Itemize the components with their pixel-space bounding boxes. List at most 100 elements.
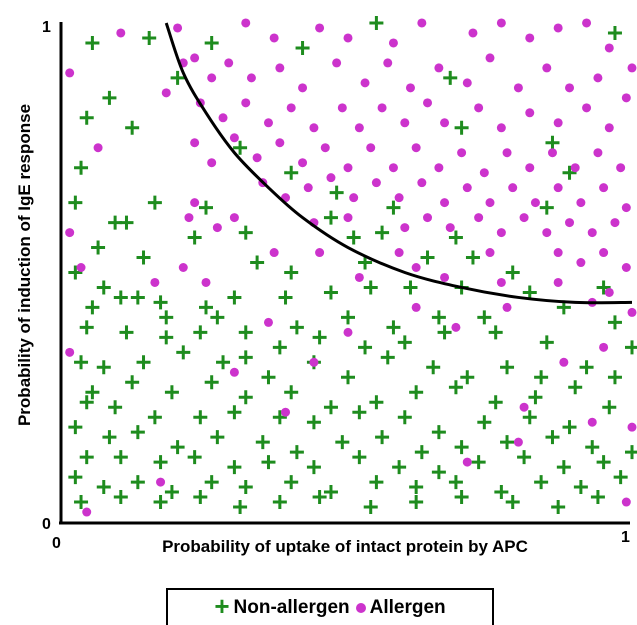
scatter-chart: 1 0 0 1 Probability of uptake of intact … — [15, 15, 637, 556]
allergen-point — [576, 258, 586, 268]
allergen-point — [445, 223, 455, 233]
allergen-point — [411, 143, 421, 153]
non-allergen-point — [323, 400, 338, 415]
non-allergen-point — [414, 445, 429, 460]
non-allergen-point — [74, 495, 89, 510]
allergen-point — [621, 263, 631, 272]
allergen-point — [65, 68, 75, 78]
allergen-point — [263, 118, 273, 128]
allergen-point — [229, 213, 239, 223]
non-allergen-point — [426, 360, 441, 375]
non-allergen-point — [199, 200, 213, 215]
allergen-point — [360, 78, 370, 88]
non-allergen-point — [68, 420, 83, 435]
x-axis-title: Probability of uptake of intact protein … — [162, 537, 528, 556]
non-allergen-point — [85, 35, 100, 50]
non-allergen-point — [358, 340, 373, 355]
non-allergen-point — [341, 370, 355, 385]
non-allergen-point — [250, 255, 265, 270]
legend-item-non-allergen: + Non-allergen — [214, 591, 349, 621]
non-allergen-point — [545, 430, 560, 445]
allergen-point — [525, 108, 535, 118]
non-allergen-point — [375, 430, 390, 445]
non-allergen-point — [375, 225, 390, 240]
allergen-point — [224, 58, 234, 68]
non-allergen-point — [420, 250, 435, 265]
non-allergen-point — [68, 265, 83, 280]
y-tick-label-bottom: 0 — [42, 516, 51, 533]
non-allergen-point — [477, 310, 492, 325]
allergen-point — [593, 148, 603, 158]
non-allergen-point — [210, 430, 225, 445]
allergen-point — [303, 183, 313, 193]
allergen-point — [616, 163, 626, 173]
allergen-point — [542, 228, 552, 238]
allergen-point — [582, 103, 592, 113]
allergen-point — [599, 248, 609, 258]
allergen-point — [400, 118, 410, 128]
allergen-point — [547, 148, 557, 158]
allergen-point — [565, 218, 575, 228]
allergen-point — [604, 287, 614, 297]
allergen-point — [599, 183, 609, 193]
allergen-point — [298, 158, 308, 168]
non-allergen-point — [113, 490, 128, 505]
non-allergen-point — [85, 385, 100, 400]
legend-item-allergen: Allergen — [355, 597, 446, 619]
non-allergen-point — [448, 475, 463, 490]
non-allergen-point — [193, 325, 208, 340]
non-allergen-point — [96, 360, 111, 375]
non-allergen-point — [460, 370, 475, 385]
allergen-point — [394, 193, 404, 203]
allergen-point — [394, 248, 404, 258]
allergen-point — [184, 213, 194, 223]
allergen-point — [354, 123, 364, 133]
non-allergen-point — [323, 285, 338, 300]
non-allergen-point — [505, 495, 520, 510]
non-allergen-point — [590, 490, 605, 505]
boundary-curve — [164, 22, 633, 305]
non-allergen-point — [278, 290, 293, 305]
legend: + Non-allergen Allergen — [166, 588, 494, 625]
allergen-point — [434, 63, 444, 73]
plus-icon: + — [214, 591, 230, 621]
allergen-point — [496, 228, 506, 238]
non-allergen-point — [284, 475, 299, 490]
non-allergen-point — [522, 285, 537, 300]
non-allergen-point — [199, 300, 213, 315]
non-allergen-point — [443, 70, 458, 85]
allergen-point — [269, 248, 279, 258]
allergen-point — [525, 33, 535, 43]
non-allergen-point — [358, 255, 373, 270]
non-allergen-point — [431, 465, 446, 480]
non-allergen-point — [91, 240, 106, 255]
allergen-point — [150, 277, 160, 287]
allergen-point — [229, 133, 239, 143]
allergen-point — [610, 218, 620, 228]
non-allergen-point — [233, 500, 248, 515]
allergen-point — [485, 53, 495, 63]
non-allergen-point — [289, 320, 304, 335]
allergen-point — [513, 437, 523, 447]
non-allergen-point — [85, 300, 100, 315]
allergen-point — [275, 138, 285, 148]
non-allergen-point — [448, 230, 463, 245]
allergen-point — [315, 248, 325, 258]
allergen-point — [479, 168, 489, 178]
non-allergen-point — [74, 160, 89, 175]
allergen-point — [337, 103, 347, 113]
non-allergen-point — [352, 450, 367, 465]
y-tick-label-top: 1 — [42, 19, 51, 36]
allergen-point — [496, 123, 506, 133]
non-allergen-point — [187, 230, 202, 245]
non-allergen-point — [210, 310, 225, 325]
allergen-point — [496, 277, 506, 287]
allergen-point — [587, 228, 597, 238]
allergen-point — [423, 98, 433, 108]
allergen-point — [462, 183, 472, 193]
non-allergen-point — [625, 445, 637, 460]
allergen-point — [371, 178, 381, 188]
non-allergen-point — [227, 405, 242, 420]
non-allergen-point — [136, 250, 151, 265]
allergen-point — [343, 33, 353, 43]
